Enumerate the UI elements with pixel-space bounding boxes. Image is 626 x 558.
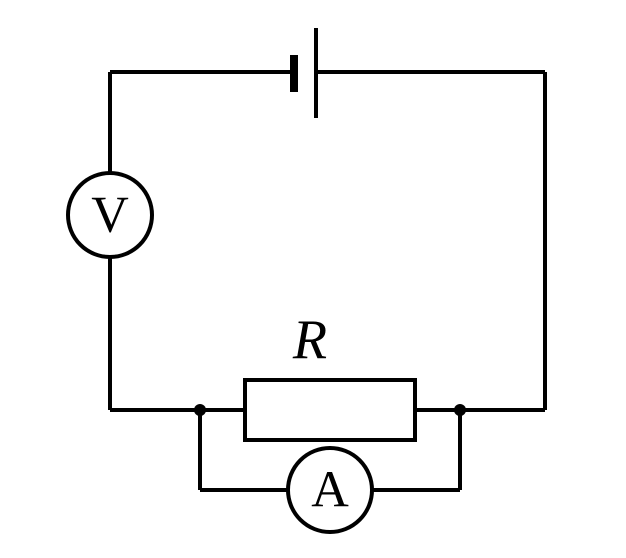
junction-left (194, 404, 206, 416)
ammeter-label: A (311, 462, 349, 519)
junction-right (454, 404, 466, 416)
resistor (245, 380, 415, 440)
resistor-label: R (292, 309, 327, 371)
circuit-diagram: V R A (0, 0, 626, 558)
voltmeter-label: V (91, 187, 129, 244)
